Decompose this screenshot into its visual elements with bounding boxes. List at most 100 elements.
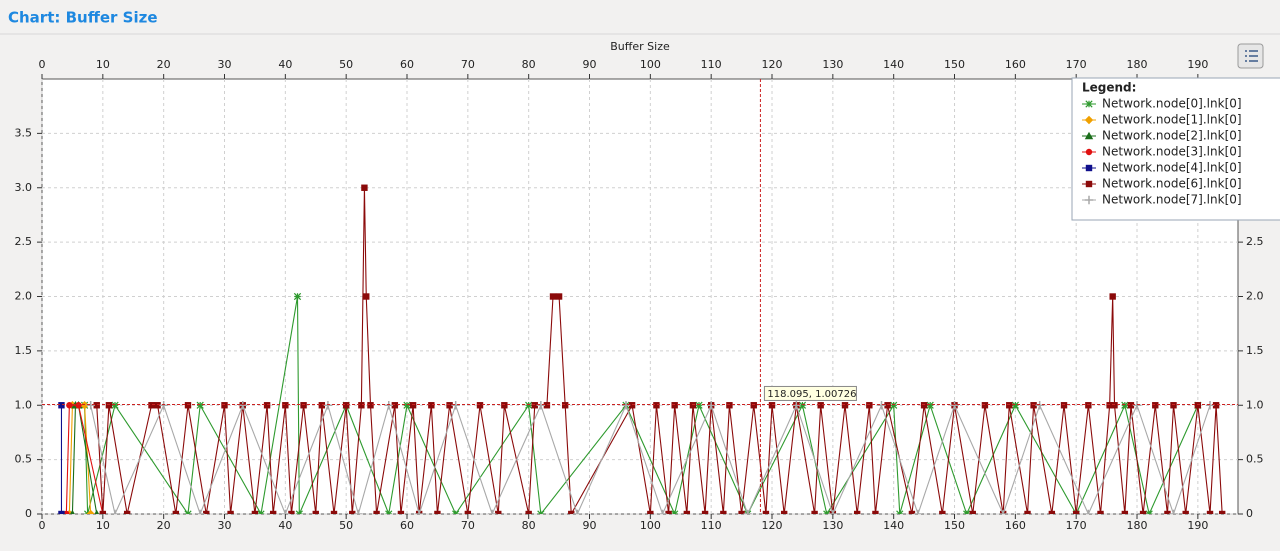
- x-tick-label-top: 80: [522, 58, 536, 71]
- x-tick-label: 120: [762, 519, 783, 532]
- marker: [1194, 402, 1202, 409]
- marker: [300, 402, 307, 409]
- y2-tick-label: 2.0: [1246, 290, 1264, 303]
- marker: [1127, 402, 1135, 409]
- x-tick-label: 20: [157, 519, 171, 532]
- x-tick-label-top: 50: [339, 58, 353, 71]
- x-tick-label-top: 140: [883, 58, 904, 71]
- series-line: [96, 187, 1223, 514]
- marker: [195, 509, 205, 514]
- marker: [549, 293, 557, 300]
- marker: [1111, 402, 1118, 409]
- series-line: [65, 404, 104, 514]
- y-tick-label: 1.0: [15, 398, 33, 411]
- marker: [1072, 510, 1080, 514]
- marker: [434, 510, 441, 514]
- marker: [1097, 510, 1104, 514]
- y-tick-label: 1.5: [15, 344, 33, 357]
- y-tick-label: 3.0: [15, 181, 33, 194]
- marker: [476, 402, 484, 409]
- marker: [58, 510, 65, 514]
- x-axis-title: Buffer Size: [610, 40, 670, 53]
- x-tick-label-top: 70: [461, 58, 475, 71]
- marker: [1084, 509, 1093, 514]
- marker: [414, 509, 424, 514]
- marker: [373, 510, 380, 514]
- marker: [671, 402, 678, 409]
- marker: [1024, 510, 1031, 514]
- chart-title: Chart: Buffer Size: [8, 9, 158, 27]
- x-tick-label: 10: [96, 519, 110, 532]
- x-tick-label-top: 100: [640, 58, 661, 71]
- x-tick-label: 70: [461, 519, 475, 532]
- marker: [1085, 180, 1093, 188]
- x-tick-label-top: 170: [1066, 58, 1087, 71]
- marker: [221, 402, 228, 409]
- marker: [998, 509, 1008, 514]
- tooltip-box: [763, 385, 857, 401]
- marker: [1218, 510, 1226, 514]
- x-tick-label: 90: [583, 519, 597, 532]
- marker: [318, 402, 326, 409]
- marker: [658, 509, 667, 514]
- marker: [841, 402, 849, 409]
- y-tick-label: 2.0: [15, 290, 33, 303]
- marker: [409, 402, 417, 409]
- marker: [63, 510, 70, 514]
- marker: [568, 510, 575, 514]
- x-tick-label: 40: [278, 519, 292, 532]
- x-tick-label: 170: [1066, 519, 1087, 532]
- marker: [561, 402, 569, 409]
- legend-label: Network.node[2].lnk[0]: [1102, 129, 1242, 143]
- marker: [99, 510, 107, 514]
- x-tick-label-top: 20: [157, 58, 171, 71]
- marker: [689, 402, 697, 409]
- marker: [196, 401, 204, 409]
- marker: [1085, 148, 1093, 156]
- marker: [1085, 164, 1093, 172]
- marker: [1169, 509, 1178, 514]
- marker: [1109, 293, 1116, 300]
- y-tick-label: 0.5: [15, 453, 33, 466]
- marker: [890, 401, 898, 409]
- marker: [349, 510, 356, 514]
- marker: [110, 509, 120, 514]
- marker: [269, 510, 277, 514]
- marker: [750, 402, 757, 409]
- marker: [1152, 402, 1159, 409]
- marker: [203, 510, 210, 514]
- marker: [251, 510, 259, 514]
- marker: [148, 402, 155, 409]
- x-tick-label-top: 160: [1005, 58, 1026, 71]
- marker: [172, 510, 180, 514]
- tooltip-text: 118.095, 1.00726: [767, 389, 856, 400]
- options-button[interactable]: [1237, 43, 1264, 69]
- marker: [86, 509, 95, 514]
- axes: 0010102020303040405050606070708080909010…: [15, 58, 1264, 532]
- y2-tick-label: 0.5: [1246, 453, 1264, 466]
- marker: [720, 510, 727, 514]
- marker: [66, 402, 73, 409]
- marker: [501, 402, 508, 409]
- x-tick-label: 160: [1005, 519, 1026, 532]
- marker: [323, 401, 333, 410]
- x-tick-label-top: 130: [822, 58, 843, 71]
- legend-title: Legend:: [1082, 81, 1136, 95]
- marker: [1182, 510, 1189, 514]
- x-tick-label-top: 0: [39, 58, 46, 71]
- marker: [853, 510, 861, 514]
- marker: [877, 401, 886, 410]
- x-tick-label-top: 60: [400, 58, 414, 71]
- marker: [282, 402, 289, 409]
- marker: [1035, 401, 1044, 410]
- x-tick-label: 180: [1127, 519, 1148, 532]
- marker: [1164, 510, 1171, 514]
- marker: [1205, 401, 1215, 410]
- y2-tick-label: 0: [1246, 507, 1253, 520]
- y2-tick-label: 1.0: [1246, 398, 1264, 411]
- marker: [920, 402, 928, 409]
- legend-label: Network.node[7].lnk[0]: [1102, 193, 1242, 207]
- marker: [1132, 401, 1142, 410]
- x-tick-label: 140: [883, 519, 904, 532]
